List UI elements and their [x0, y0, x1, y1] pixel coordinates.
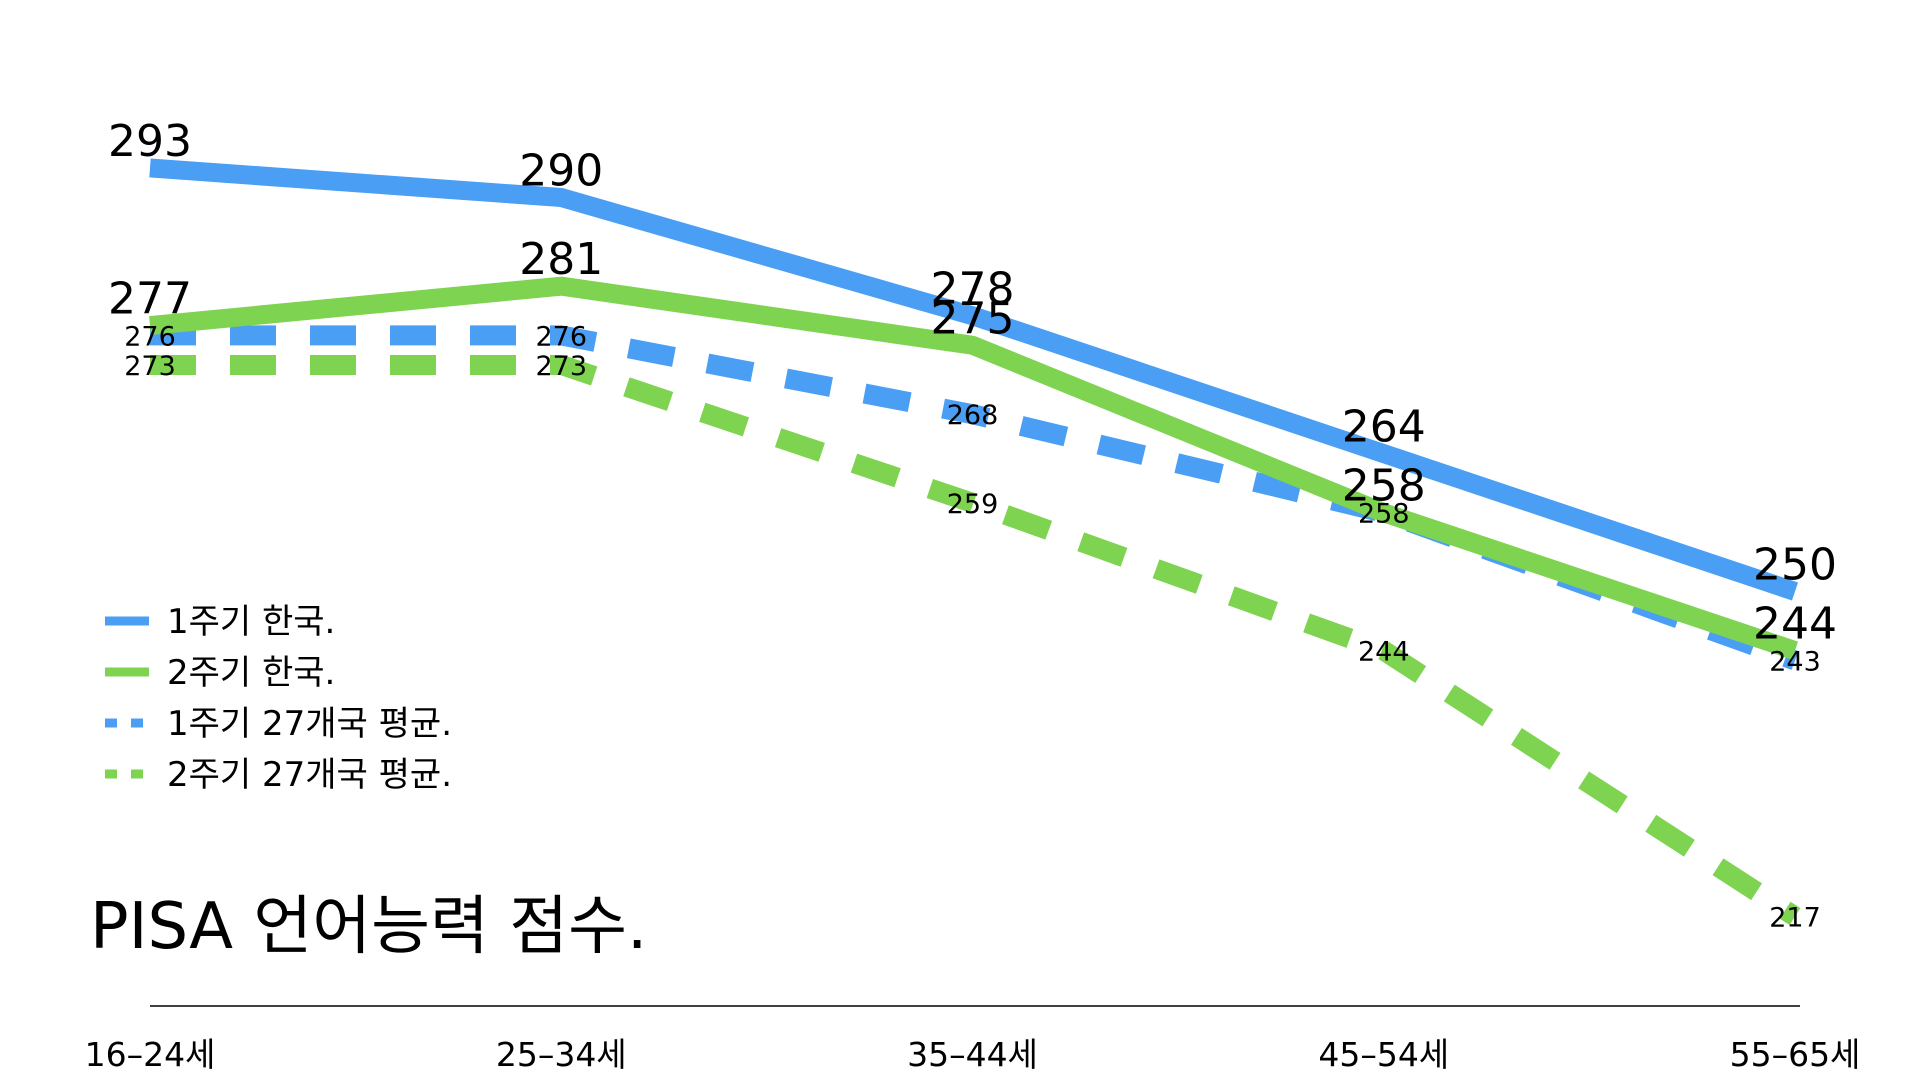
series-lines — [149, 158, 1801, 925]
data-label: 276 — [124, 321, 176, 352]
data-label: 243 — [1769, 646, 1821, 677]
legend-label: 1주기 27개국 평균. — [167, 704, 452, 744]
data-label: 217 — [1769, 903, 1821, 934]
data-label: 259 — [947, 489, 999, 520]
x-tick-label: 55–65세 — [1730, 1035, 1861, 1074]
x-axis-ticks: 16–24세 25–34세 35–44세 45–54세 55–65세 — [85, 1035, 1861, 1074]
x-tick-label: 35–44세 — [907, 1035, 1038, 1074]
data-label: 273 — [535, 351, 587, 382]
x-tick-label: 45–54세 — [1318, 1035, 1449, 1074]
series-line-4 — [150, 354, 1801, 925]
data-label: 293 — [108, 116, 192, 167]
data-label: 276 — [535, 321, 587, 352]
data-label: 278 — [931, 264, 1015, 315]
data-label: 244 — [1753, 599, 1837, 650]
data-label: 290 — [519, 146, 603, 197]
data-label: 258 — [1358, 499, 1410, 530]
data-label: 277 — [108, 274, 192, 325]
data-label: 275 — [931, 293, 1015, 344]
data-labels: 293 290 278 264 250 277 281 275 258 244 276 276 268 2… — [108, 116, 1837, 934]
data-label: 273 — [124, 351, 176, 382]
data-label: 268 — [947, 400, 999, 431]
legend: 1주기 한국. 2주기 한국. 1주기 27개국 평균. 2주기 27개국 평균. — [105, 602, 452, 795]
data-label: 258 — [1342, 461, 1426, 512]
series-line-1 — [149, 158, 1799, 601]
series-line-2 — [149, 276, 1799, 660]
legend-label: 1주기 한국. — [167, 602, 335, 642]
data-label: 264 — [1342, 402, 1426, 453]
legend-label: 2주기 한국. — [167, 653, 335, 693]
x-tick-label: 16–24세 — [85, 1035, 216, 1074]
legend-label: 2주기 27개국 평균. — [167, 755, 452, 795]
data-label: 281 — [519, 234, 603, 285]
data-label: 250 — [1753, 540, 1837, 591]
data-label: 244 — [1358, 637, 1410, 668]
chart-title: PISA 언어능력 점수. — [90, 890, 647, 964]
x-tick-label: 25–34세 — [496, 1035, 627, 1074]
